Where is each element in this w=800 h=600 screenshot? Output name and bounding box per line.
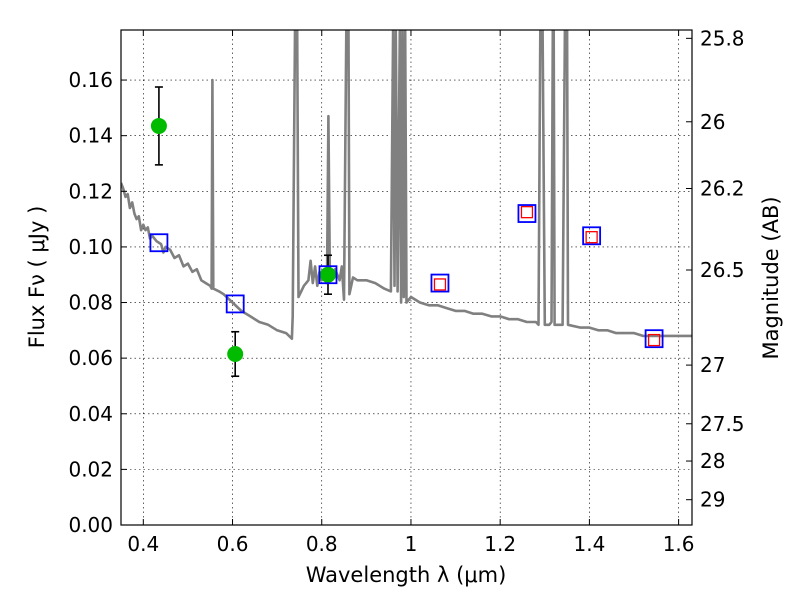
y2-tick-label: 27.5 (700, 412, 745, 436)
y2-tick-label: 26.5 (700, 258, 745, 282)
model-band-square (430, 273, 450, 293)
observed-point (227, 345, 244, 362)
y-tick-label: 0.04 (68, 402, 113, 426)
y-tick-label: 0.02 (68, 457, 113, 481)
x-tick-label: 1.4 (573, 532, 605, 556)
x-tick-label: 1.2 (484, 532, 516, 556)
plot-frame (120, 29, 693, 526)
y2-tick-label: 25.8 (700, 26, 745, 50)
y-tick-label: 0.14 (68, 124, 113, 148)
plot-area (121, 30, 692, 378)
y-tick-label: 0.16 (68, 68, 113, 92)
y2-axis-label: Magnitude (AB) (759, 196, 783, 359)
y2-tick-label: 26.2 (700, 177, 745, 201)
y-axis-label: Flux Fν ( μJy ) (25, 206, 49, 349)
upper-limit-square (520, 205, 534, 219)
y2-tick-label: 27 (700, 353, 725, 377)
model-band-square (517, 204, 537, 223)
model-band-square (644, 329, 664, 349)
y-tick-label: 0.12 (68, 179, 113, 203)
x-tick-label: 0.6 (217, 532, 249, 556)
y2-tick-label: 26 (700, 110, 725, 134)
x-axis-label: Wavelength λ (μm) (306, 563, 507, 587)
y-tick-label: 0.08 (68, 291, 113, 315)
model-band-square (225, 294, 245, 314)
x-tick-label: 1 (405, 532, 418, 556)
y-tick-label: 0.00 (68, 513, 113, 537)
x-tick-label: 1.6 (663, 532, 695, 556)
model-band-square (318, 265, 338, 285)
grid (121, 30, 692, 526)
observed-point (319, 266, 336, 283)
y-tick-label: 0.10 (68, 235, 113, 259)
upper-limit-square (433, 278, 447, 291)
model-band-square (582, 226, 602, 246)
upper-limit-square (585, 231, 598, 244)
x-tick-label: 0.8 (306, 532, 338, 556)
sed-model-line (121, 30, 692, 340)
y-tick-label: 0.06 (68, 346, 113, 370)
y2-tick-label: 28 (700, 449, 725, 473)
y2-tick-label: 29 (700, 488, 725, 512)
observed-point (150, 117, 167, 134)
x-tick-label: 0.4 (127, 532, 159, 556)
model-band-square (149, 233, 169, 253)
upper-limit-square (647, 333, 661, 347)
axis-ticks: 0.4 0.6 0.8 1 1.2 1.4 1.6 0.00 0.02 0.04 0.06 0.08 0… (68, 26, 744, 556)
